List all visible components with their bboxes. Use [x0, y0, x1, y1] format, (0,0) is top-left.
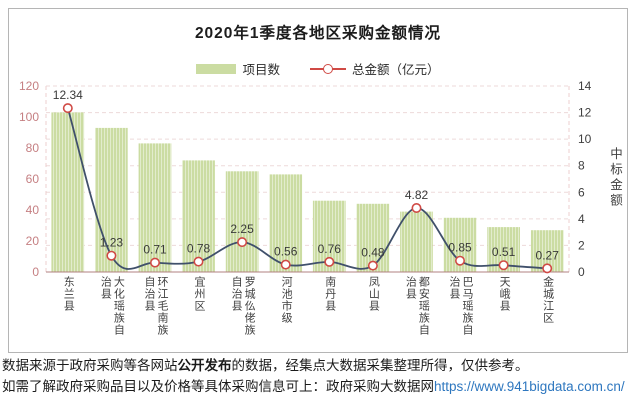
x-axis-slot: 都安瑶族自治县	[395, 276, 439, 344]
left-axis-tick: 40	[26, 203, 40, 217]
left-axis-tick: 100	[19, 110, 39, 124]
legend-item-bars[interactable]: 项目数	[196, 59, 280, 78]
legend-line-label: 总金额（亿元）	[352, 63, 440, 77]
right-axis-tick: 4	[578, 212, 585, 226]
left-axis-tick: 80	[26, 141, 40, 155]
x-axis-slot: 罗城仫佬族自治县	[220, 276, 264, 344]
x-axis-label: 南丹县	[323, 276, 336, 312]
marker[interactable]	[193, 256, 204, 267]
footer-line1-pre: 数据来源于政府采购等各网站	[2, 358, 178, 373]
x-axis-label: 巴马瑶族自治县	[447, 276, 473, 336]
right-axis-tick: 12	[578, 106, 592, 120]
marker[interactable]	[411, 203, 422, 214]
chart-card: 2020年1季度各地区采购金额情况 项目数 总金额（亿元） 12.34 1.23 0…	[8, 8, 628, 353]
marker[interactable]	[498, 260, 509, 271]
bar[interactable]	[225, 171, 259, 272]
marker[interactable]	[454, 255, 465, 266]
value-label: 0.27	[536, 248, 560, 262]
marker[interactable]	[324, 256, 335, 267]
value-label: 0.48	[361, 246, 385, 260]
footer-line2-text: 如需了解政府采购品目以及价格等具体采购信息可上：政府采购大数据网	[2, 379, 434, 394]
value-label: 0.76	[318, 242, 342, 256]
left-axis-tick: 60	[26, 172, 40, 186]
right-axis-tick: 2	[578, 238, 585, 252]
right-axis-tick: 0	[578, 265, 585, 279]
value-label: 0.78	[187, 242, 211, 256]
marker[interactable]	[542, 263, 553, 274]
marker[interactable]	[106, 250, 117, 261]
x-axis-label: 环江毛南族自治县	[142, 276, 168, 336]
footer-line-2: 如需了解政府采购品目以及价格等具体采购信息可上：政府采购大数据网https://…	[2, 376, 638, 397]
bar[interactable]	[182, 160, 215, 272]
right-axis-tick: 6	[578, 185, 585, 199]
chart-title: 2020年1季度各地区采购金额情况	[194, 25, 442, 42]
x-axis-labels: 东兰县 大化瑶族自治县 环江毛南族自治县 宜州区 罗城仫佬族自治县 河池市级 南丹县 凤山县 都…	[46, 276, 569, 344]
bar[interactable]	[51, 112, 85, 273]
value-label: 0.85	[448, 241, 472, 255]
footer-line1-post: 的数据，经集点大数据采集整理所得，仅供参考。	[231, 358, 529, 373]
x-axis-slot: 宜州区	[177, 276, 221, 312]
value-label: 2.25	[230, 222, 254, 236]
footer-note: 数据来源于政府采购等各网站公开发布的数据，经集点大数据采集整理所得，仅供参考。 …	[2, 355, 638, 397]
x-axis-label: 都安瑶族自治县	[404, 276, 430, 336]
bigdata-link[interactable]: https://www.941bigdata.com.cn/	[434, 379, 625, 394]
left-axis-tick: 0	[32, 265, 39, 279]
marker[interactable]	[150, 257, 161, 268]
line-marker-icon	[310, 63, 346, 74]
right-axis-tick: 8	[578, 159, 585, 173]
bar[interactable]	[138, 143, 172, 272]
value-label: 12.34	[53, 88, 83, 102]
x-axis-slot: 河池市级	[264, 276, 308, 324]
left-axis-tick: 120	[19, 79, 39, 93]
x-axis-slot: 凤山县	[351, 276, 395, 312]
legend-bar-label: 项目数	[242, 63, 280, 77]
value-label: 0.71	[143, 243, 167, 257]
chart-plot: 12.34 1.23 0.71 0.78 2.25 0.56 0.76 0.48 4.82 0.8…	[19, 79, 592, 279]
x-axis-label: 罗城仫佬族自治县	[230, 276, 256, 336]
bar[interactable]	[400, 211, 433, 272]
right-axis-tick: 14	[578, 79, 592, 93]
value-label: 4.82	[405, 188, 429, 202]
legend-item-line[interactable]: 总金额（亿元）	[310, 59, 440, 78]
right-axis-tick: 10	[578, 132, 592, 146]
footer-line1-bold: 公开发布	[177, 358, 232, 373]
x-axis-slot: 东兰县	[46, 276, 90, 312]
value-label: 1.23	[100, 236, 124, 250]
x-axis-slot: 金城江区	[525, 276, 569, 324]
value-label: 0.51	[492, 245, 516, 259]
x-axis-label: 天峨县	[498, 276, 511, 312]
x-axis-label: 金城江区	[541, 276, 554, 324]
x-axis-slot: 环江毛南族自治县	[133, 276, 177, 344]
x-axis-label: 河池市级	[280, 276, 293, 324]
right-axis-title: 中标金额	[608, 147, 622, 209]
x-axis-label: 宜州区	[193, 276, 206, 312]
x-axis-slot: 南丹县	[307, 276, 351, 312]
x-axis-slot: 天峨县	[482, 276, 526, 312]
x-axis-label: 凤山县	[367, 276, 380, 312]
x-axis-slot: 大化瑶族自治县	[90, 276, 134, 344]
marker[interactable]	[367, 260, 378, 271]
x-axis-label: 大化瑶族自治县	[99, 276, 125, 336]
x-axis-label: 东兰县	[62, 276, 75, 312]
legend: 项目数 总金额（亿元）	[9, 59, 627, 78]
footer-line-1: 数据来源于政府采购等各网站公开发布的数据，经集点大数据采集整理所得，仅供参考。	[2, 355, 638, 376]
marker[interactable]	[62, 103, 73, 114]
value-label: 0.56	[274, 245, 298, 259]
left-axis-tick: 20	[26, 234, 40, 248]
x-axis-slot: 巴马瑶族自治县	[438, 276, 482, 344]
marker[interactable]	[280, 259, 291, 270]
bar[interactable]	[95, 127, 128, 273]
bar[interactable]	[269, 174, 303, 272]
marker[interactable]	[237, 237, 248, 248]
bar-swatch-icon	[196, 63, 237, 74]
